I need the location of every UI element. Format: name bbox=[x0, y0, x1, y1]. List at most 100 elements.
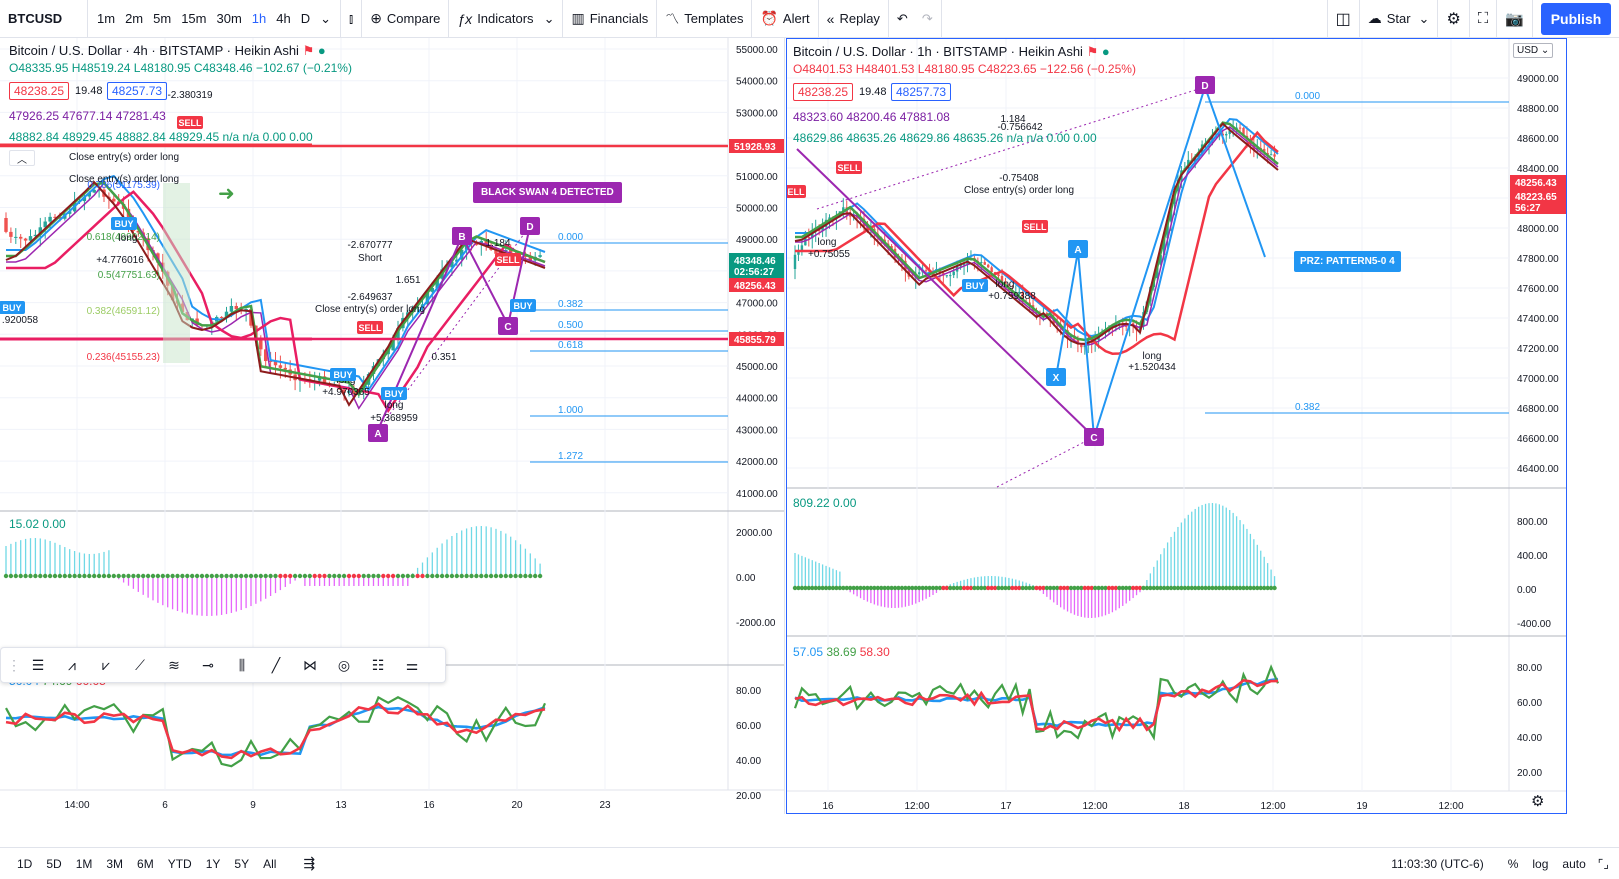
black-swan-banner: BLACK SWAN 4 DETECTED bbox=[473, 182, 622, 203]
star-button[interactable]: ☁ Star ⌄ bbox=[1360, 0, 1439, 38]
zero-line-dot bbox=[982, 585, 987, 591]
pitchfork-icon[interactable]: ⫼ bbox=[238, 656, 246, 673]
settings-button[interactable]: ⚙ bbox=[1438, 0, 1470, 38]
undo-icon[interactable]: ↶ bbox=[896, 10, 908, 26]
interval-30m[interactable]: 30m bbox=[216, 11, 242, 26]
zero-line-dot bbox=[449, 573, 455, 579]
zero-line-dot bbox=[1155, 585, 1160, 591]
interval-4h[interactable]: 4h bbox=[276, 11, 291, 26]
financials-button[interactable]: ▥ Financials bbox=[563, 0, 658, 38]
range-1y[interactable]: 1Y bbox=[205, 856, 221, 871]
clock-time[interactable]: 11:03:30 (UTC-6) bbox=[1391, 856, 1484, 871]
range-5y[interactable]: 5Y bbox=[234, 856, 250, 871]
zero-line-dot bbox=[799, 585, 805, 591]
range-6m[interactable]: 6M bbox=[137, 856, 154, 871]
indicators-button[interactable]: ƒx Indicators ⌄ bbox=[449, 0, 564, 38]
range-3m[interactable]: 3M bbox=[106, 856, 124, 871]
line-icon[interactable]: ╱ bbox=[271, 656, 281, 673]
chart-annotation: 1.651 bbox=[395, 275, 420, 286]
right-chart[interactable]: 49000.0048800.0048600.0048400.0048200.00… bbox=[786, 38, 1567, 814]
range-1d[interactable]: 1D bbox=[17, 856, 33, 871]
range-ytd[interactable]: YTD bbox=[167, 856, 192, 871]
interval-1h[interactable]: 1h bbox=[251, 11, 267, 26]
interval-d[interactable]: D bbox=[300, 11, 311, 26]
pattern-icon[interactable]: ⩘ bbox=[68, 656, 76, 673]
zero-line-dot bbox=[386, 573, 391, 579]
candle-body bbox=[278, 365, 283, 368]
candle-body bbox=[219, 316, 224, 318]
currency-badge[interactable]: USD ⌄ bbox=[1513, 43, 1554, 58]
compare-button[interactable]: ⊕ Compare bbox=[362, 0, 450, 38]
snapshot-button[interactable]: 📷 bbox=[1497, 0, 1533, 38]
time-tick-label: 12:00 bbox=[1082, 801, 1107, 812]
zero-line-dot bbox=[131, 573, 136, 579]
candle-body bbox=[273, 361, 278, 366]
interval-5m[interactable]: 5m bbox=[153, 11, 172, 26]
zero-line-dot bbox=[1165, 585, 1170, 591]
zero-line-dot bbox=[1213, 585, 1219, 591]
layout-button[interactable]: ◫ bbox=[1326, 0, 1360, 38]
price-tick-label: 46800.00 bbox=[1517, 404, 1559, 415]
chart-annotation: -0.75408 bbox=[999, 173, 1039, 184]
trend-line-icon[interactable]: ⟋ bbox=[135, 656, 145, 673]
zero-line-dot bbox=[219, 573, 224, 579]
zero-line-dot bbox=[366, 573, 371, 579]
levels-icon[interactable]: ☷ bbox=[371, 656, 385, 673]
right-ask[interactable]: 48257.73 bbox=[891, 83, 952, 101]
gear-icon[interactable]: ⚙ bbox=[1531, 793, 1545, 810]
zero-line-dot bbox=[307, 573, 312, 579]
range-5d[interactable]: 5D bbox=[46, 856, 62, 871]
right-osc-legend: 809.22 0.00 bbox=[793, 496, 856, 510]
fullscreen-button[interactable]: ⛶ bbox=[1470, 0, 1498, 38]
auto-toggle[interactable]: auto bbox=[1562, 856, 1586, 871]
candle-body bbox=[342, 389, 346, 393]
percent-toggle[interactable]: % bbox=[1507, 856, 1519, 871]
symbol-search[interactable]: BTCUSD bbox=[0, 0, 88, 38]
replay-button[interactable]: « Replay bbox=[819, 0, 889, 38]
range-all[interactable]: All bbox=[263, 856, 277, 871]
spiral-icon[interactable]: ◎ bbox=[337, 656, 351, 673]
xabcd-icon[interactable]: ⋈ bbox=[303, 656, 317, 673]
candle-body bbox=[800, 245, 804, 251]
candle-body bbox=[317, 376, 322, 381]
osc-tick-label: 400.00 bbox=[1517, 551, 1548, 562]
left-ask[interactable]: 48257.73 bbox=[107, 82, 168, 100]
fib-left-label: 0.382(46591.12) bbox=[87, 306, 160, 317]
chart-type-button[interactable]: ⫾ bbox=[341, 0, 363, 38]
candle-body bbox=[1124, 325, 1128, 327]
alert-button[interactable]: ⏰ Alert bbox=[752, 0, 819, 38]
fib-icon[interactable]: ≋ bbox=[168, 656, 180, 673]
chart-annotation: Short bbox=[358, 253, 382, 264]
log-toggle[interactable]: log bbox=[1532, 856, 1549, 871]
interval-15m[interactable]: 15m bbox=[181, 11, 207, 26]
collapse-legend-button[interactable]: ︿ bbox=[9, 150, 35, 166]
interval-1m[interactable]: 1m bbox=[97, 11, 116, 26]
trade-signal-label: SELL bbox=[787, 187, 805, 197]
left-bid[interactable]: 48238.25 bbox=[9, 82, 70, 100]
redo-icon[interactable]: ↷ bbox=[921, 10, 933, 26]
zero-line-dot bbox=[444, 573, 450, 579]
zero-line-dot bbox=[371, 573, 376, 579]
zero-line-dot bbox=[474, 573, 479, 579]
date-range-icon[interactable]: ⇶ bbox=[303, 855, 316, 871]
abc-pattern-icon[interactable]: ⩗ bbox=[102, 656, 110, 673]
drag-handle-icon[interactable]: ⋮ bbox=[7, 656, 21, 673]
range-1m[interactable]: 1M bbox=[75, 856, 93, 871]
chevron-down-icon[interactable]: ⌄ bbox=[320, 10, 332, 26]
publish-button[interactable]: Publish bbox=[1541, 3, 1611, 35]
zero-line-dot bbox=[136, 573, 141, 579]
brackets-icon[interactable]: ⌜⌟ bbox=[1597, 856, 1609, 871]
zero-line-dot bbox=[28, 573, 33, 579]
right-bid[interactable]: 48238.25 bbox=[793, 83, 854, 101]
interval-2m[interactable]: 2m bbox=[125, 11, 144, 26]
left-chart[interactable]: 55000.0054000.0053000.0052000.0051000.00… bbox=[0, 38, 785, 814]
left-chart-canvas[interactable]: 55000.0054000.0053000.0052000.0051000.00… bbox=[0, 38, 785, 814]
zero-line-dot bbox=[332, 573, 337, 579]
settings-levels-icon[interactable]: ⚌ bbox=[405, 656, 419, 673]
menu-lines-icon[interactable]: ☰ bbox=[31, 656, 45, 673]
right-chart-canvas[interactable]: 49000.0048800.0048600.0048400.0048200.00… bbox=[787, 39, 1567, 814]
chart-annotation: long bbox=[1143, 351, 1162, 362]
horizontal-ray-icon[interactable]: ⊸ bbox=[202, 656, 214, 673]
templates-button[interactable]: 〽 Templates bbox=[657, 0, 753, 38]
zero-line-dot bbox=[1230, 585, 1236, 591]
